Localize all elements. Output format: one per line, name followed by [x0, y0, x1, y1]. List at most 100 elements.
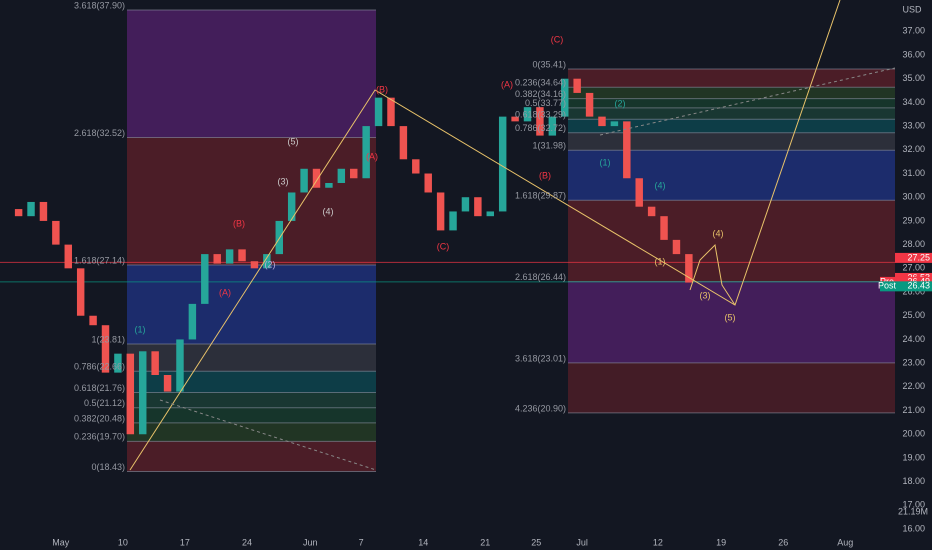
candle-body [461, 197, 470, 212]
fib-band [127, 392, 376, 408]
candle-body [287, 192, 296, 221]
x-tick-label: 24 [242, 537, 252, 547]
wave-label: (C) [437, 241, 450, 251]
candle-body [498, 116, 507, 212]
candle-body [412, 159, 420, 174]
time-axis [0, 535, 932, 550]
price-tag [880, 281, 895, 292]
candle-body [263, 254, 271, 269]
candle-body [350, 168, 358, 179]
candle-body [548, 116, 557, 136]
candle-body [188, 303, 197, 340]
y-tick-label: 34.00 [902, 97, 925, 107]
candle-body [672, 239, 681, 255]
candle-body [300, 168, 308, 193]
candle-body [238, 249, 246, 262]
candle-body [201, 254, 209, 304]
fib-band [127, 265, 376, 344]
candle-body [585, 92, 594, 117]
candle-body [623, 121, 631, 179]
candle-body [561, 78, 569, 117]
wave-label: (1) [600, 157, 611, 167]
y-tick-label: 33.00 [902, 120, 925, 130]
labels: 3.618(37.90) 2.618(32.52) 1.618(27.14) 1(23… [74, 0, 736, 472]
currency: USD [902, 4, 922, 14]
price-badge-label: 26.43 [907, 281, 930, 291]
fib-label: 0(35.41) [532, 59, 566, 69]
candles [14, 78, 693, 435]
fib-label: 4.236(20.90) [515, 403, 566, 413]
fib-label: 0(18.43) [91, 462, 125, 472]
y-tick-label: 37.00 [902, 26, 925, 36]
wave-label: (2) [265, 259, 276, 269]
fib-band [568, 119, 895, 133]
fib-label: 0.5(21.12) [84, 398, 125, 408]
y-tick-label: 35.00 [902, 73, 925, 83]
y-tick-label: 20.00 [902, 429, 925, 439]
x-tick-label: Aug [837, 537, 853, 547]
fib-label: 0.786(22.66) [74, 362, 125, 372]
fib-label: 1(23.81) [91, 334, 125, 344]
y-tick-label: 22.00 [902, 381, 925, 391]
y-tick-label: 30.00 [902, 192, 925, 202]
candle-body [163, 374, 172, 392]
wave-label: (4) [713, 228, 724, 238]
fib-band [568, 281, 895, 363]
fib-band [568, 150, 895, 201]
candle-body [176, 339, 184, 392]
fib-label: 0.618(21.76) [74, 383, 125, 393]
wave-label: (4) [655, 180, 666, 190]
price-axis [895, 0, 932, 535]
fib-band [127, 343, 376, 372]
y-tick-label: 31.00 [902, 168, 925, 178]
candle-body [312, 168, 321, 188]
x-tick-label: 25 [531, 537, 541, 547]
candle-body [114, 353, 122, 373]
candle-body [126, 353, 135, 435]
x-tick-label: 19 [716, 537, 726, 547]
fib-label: 0.786(32.72) [515, 123, 566, 133]
wave-label: (A) [219, 287, 231, 297]
candle-body [275, 220, 283, 255]
drawings [129, 0, 896, 471]
candle-body [151, 351, 159, 375]
fib-label: 3.618(23.01) [515, 353, 566, 363]
candle-body [536, 107, 544, 136]
fib-label: 0.382(20.48) [74, 413, 125, 423]
y-tick-label: 19.00 [902, 452, 925, 462]
fib-band [568, 200, 895, 282]
wave-label: (4) [323, 206, 334, 216]
fib-band [568, 98, 895, 108]
candle-body [101, 325, 110, 373]
x-tick-label: 21 [480, 537, 490, 547]
wave-label: (5) [725, 312, 736, 322]
fib-label: 1.618(29.87) [515, 191, 566, 201]
candle-body [14, 209, 23, 217]
fib-band [127, 137, 376, 266]
fib-label: 0.618(33.29) [515, 110, 566, 120]
x-tick-label: Jun [303, 537, 318, 547]
fib-band [127, 407, 376, 423]
x-tick-label: 7 [359, 537, 364, 547]
wave-label: (C) [551, 34, 564, 44]
candle-body [337, 168, 346, 183]
candle-body [474, 197, 482, 217]
fib-label: 1(31.98) [532, 141, 566, 151]
wave-label: (B) [539, 170, 551, 180]
y-tick-label: 18.00 [902, 476, 925, 486]
x-tick-label: 17 [180, 537, 190, 547]
candle-body [374, 97, 383, 127]
wave-label: (1) [655, 256, 666, 266]
price-badge [895, 252, 932, 263]
candle-body [213, 254, 221, 264]
x-tick-label: May [52, 537, 70, 547]
candle-body [449, 211, 457, 231]
candle-body [660, 216, 668, 240]
wave-label: (1) [135, 324, 146, 334]
candle-body [139, 351, 147, 435]
wave-label: (A) [501, 79, 513, 89]
trend-line [599, 67, 896, 136]
